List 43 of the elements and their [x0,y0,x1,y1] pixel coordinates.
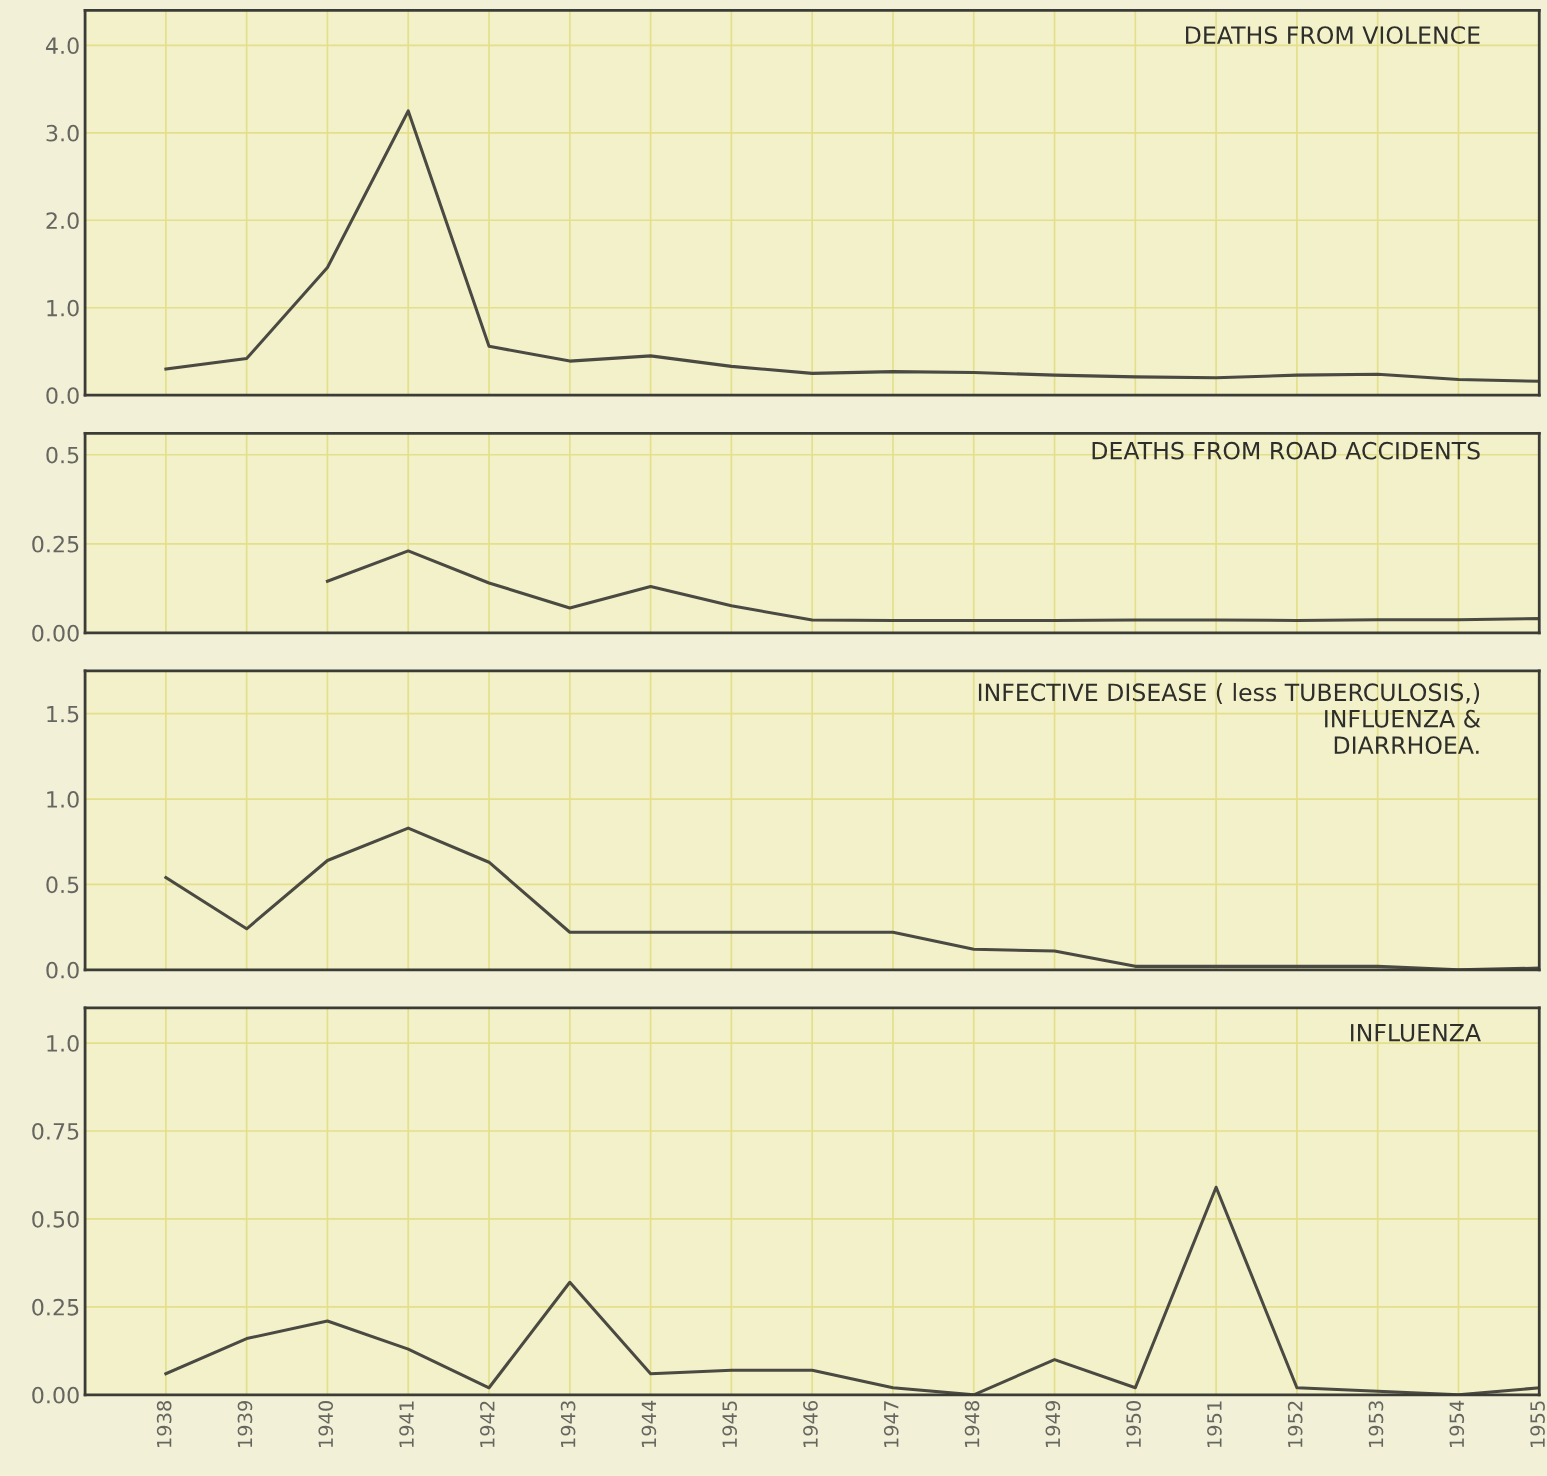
line-series [325,549,1540,622]
x-tick-label: 1948 [964,1401,980,1448]
x-tick-label: 1951 [1207,1401,1222,1448]
y-tick-label: 0.25 [32,535,79,553]
y-tick-label: 4.0 [45,37,79,55]
annotation: DEATHS FROM ROAD ACCIDENTS [1092,441,1480,460]
y-tick-label: 0.00 [32,624,79,642]
x-tick-label: 1954 [1449,1400,1465,1448]
y-tick-label: 0.00 [32,1386,79,1404]
x-tick-label: 1941 [399,1401,414,1448]
y-tick-label: 0.75 [32,1122,79,1140]
x-tick-label: 1945 [722,1401,738,1448]
x-tick-label: 1942 [479,1401,495,1448]
x-tick-label: 1955 [1530,1401,1545,1448]
y-tick-label: 1.5 [47,705,79,723]
annotation: INFLUENZA [1351,1024,1481,1042]
x-tick-label: 1947 [883,1401,899,1448]
y-tick-label: 2.0 [46,212,79,230]
x-tick-label: 1944 [641,1400,657,1448]
y-tick-label: 1.0 [47,299,79,317]
y-tick-label: 3.0 [46,124,79,142]
x-tick-label: 1943 [560,1401,576,1448]
x-tick-label: 1939 [237,1401,253,1448]
y-tick-label: 0.0 [46,387,79,404]
y-tick-label: 0.25 [32,1298,79,1316]
x-tick-label: 1946 [803,1400,818,1448]
x-tick-label: 1938 [156,1401,172,1448]
line-series [164,826,1540,970]
x-tick-label: 1940 [318,1400,334,1448]
x-tick-label: 1949 [1045,1401,1061,1448]
line-series [164,109,1540,383]
y-tick-label: 1.0 [47,790,79,808]
x-tick-label: 1952 [1287,1401,1303,1448]
x-tick-label: 1953 [1368,1401,1384,1448]
y-tick-label: 0.5 [46,876,79,894]
annotation: DEATHS FROM VIOLENCE [1186,26,1480,44]
annotation: INFECTIVE DISEASE ( less TUBERCULOSIS,) INFLUENZA & DIARRHOEA. [978,682,1481,755]
y-tick-label: 0.5 [46,446,79,464]
y-tick-label: 0.0 [46,961,79,979]
line-series [164,1185,1540,1395]
y-tick-label: 1.0 [47,1035,79,1052]
x-tick-label: 1950 [1126,1400,1141,1448]
y-tick-label: 0.50 [32,1210,79,1228]
